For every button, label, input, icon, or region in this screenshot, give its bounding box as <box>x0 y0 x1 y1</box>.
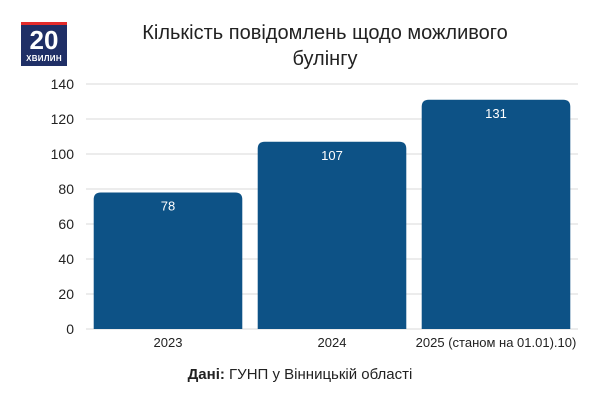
y-tick-label: 80 <box>58 181 74 197</box>
bar <box>421 99 571 329</box>
bar <box>93 192 243 329</box>
y-tick-label: 60 <box>58 216 74 232</box>
y-axis-ticks: 0 20 40 60 80 100 120 140 <box>51 76 75 337</box>
data-label: 107 <box>321 148 343 163</box>
y-tick-label: 20 <box>58 286 74 302</box>
y-tick-label: 120 <box>51 111 75 127</box>
y-tick-label: 100 <box>51 146 75 162</box>
chart-title: Кількість повідомлень щодо можливого булі… <box>142 22 508 70</box>
source-note: Дані: ГУНП у Вінницькій області <box>0 366 600 383</box>
bars <box>93 99 571 329</box>
y-tick-label: 40 <box>58 251 74 267</box>
y-tick-label: 140 <box>51 76 75 92</box>
logo: 20 ХВИЛИН <box>21 22 67 66</box>
data-label: 78 <box>161 199 175 214</box>
logo-word: ХВИЛИН <box>26 54 62 63</box>
logo-number: 20 <box>29 25 59 55</box>
data-label: 131 <box>485 106 507 121</box>
x-category-label: 2025 (станом на 01.01).10) <box>416 335 577 350</box>
bar <box>257 141 407 329</box>
data-labels: 78 107 131 <box>161 106 507 214</box>
x-category-label: 2024 <box>318 335 347 350</box>
y-tick-label: 0 <box>66 321 74 337</box>
source-label: Дані: <box>187 366 225 383</box>
category-labels: 2023 2024 2025 (станом на 01.01).10) <box>154 335 577 350</box>
x-category-label: 2023 <box>154 335 183 350</box>
source-text: ГУНП у Вінницькій області <box>224 366 413 383</box>
